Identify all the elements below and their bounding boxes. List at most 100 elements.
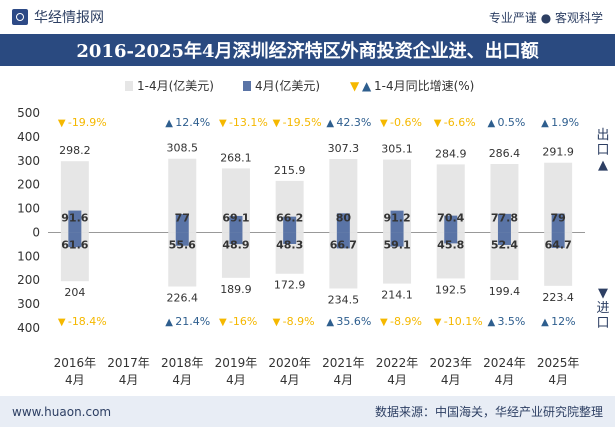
y-tick-label: 300: [17, 297, 40, 311]
import-growth-label: 3.5%: [497, 315, 525, 328]
export-month-label: 77: [175, 211, 190, 224]
export-month-label: 66.2: [276, 211, 303, 224]
import-month-label: 55.6: [169, 238, 196, 251]
import-growth-down-icon: ▼: [58, 317, 66, 328]
x-tick-label-month: 4月: [334, 373, 354, 387]
legend-marker-growth-up-icon: ▲: [362, 79, 372, 93]
export-month-label: 80: [336, 211, 352, 224]
y-tick-label: 500: [17, 106, 40, 120]
export-growth-up-icon: ▲: [541, 118, 549, 129]
export-cumulative-label: 305.1: [381, 143, 413, 156]
footer-source: 数据来源：中国海关，华经产业研究院整理: [374, 405, 603, 419]
import-month-bar: [175, 232, 189, 246]
import-month-bar: [336, 232, 350, 249]
import-growth-up-icon: ▲: [541, 317, 549, 328]
x-tick-label-year: 2024年: [483, 356, 526, 370]
export-month-bar: [336, 213, 350, 233]
import-growth-down-icon: ▼: [434, 317, 442, 328]
x-tick-label-year: 2017年: [107, 356, 150, 370]
import-month-bar: [283, 232, 297, 244]
export-cumulative-label: 307.3: [328, 142, 360, 155]
x-tick-label-year: 2019年: [215, 356, 258, 370]
export-growth-label: 1.9%: [551, 116, 579, 129]
footer: www.huaon.com 数据来源：中国海关，华经产业研究院整理: [0, 396, 615, 427]
x-tick-label-month: 4月: [226, 373, 246, 387]
x-tick-label-month: 4月: [387, 373, 407, 387]
y-tick-label: 300: [17, 154, 40, 168]
x-tick-label-year: 2025年: [537, 356, 580, 370]
export-month-bar: [497, 213, 511, 233]
export-cumulative-label: 268.1: [220, 151, 252, 164]
export-growth-label: -0.6%: [390, 116, 422, 129]
export-cumulative-label: 284.9: [435, 147, 467, 160]
import-month-bar: [390, 232, 404, 247]
export-growth-down-icon: ▼: [273, 118, 281, 129]
export-month-label: 77.8: [491, 211, 518, 224]
import-cumulative-label: 234.5: [328, 293, 360, 306]
import-growth-label: 12%: [551, 315, 575, 328]
footer-website: www.huaon.com: [12, 404, 112, 419]
import-month-label: 66.7: [330, 238, 357, 251]
import-cumulative-label: 199.4: [489, 285, 521, 298]
export-side-char-2: 口: [596, 143, 610, 158]
x-tick-label-year: 2018年: [161, 356, 204, 370]
y-tick-label: 0: [32, 225, 40, 239]
legend-label-growth: 1-4月同比增速(%): [374, 79, 474, 93]
x-tick-label-month: 4月: [280, 373, 300, 387]
export-cumulative-label: 298.2: [59, 144, 91, 157]
import-month-bar: [229, 232, 243, 245]
export-month-label: 69.1: [222, 211, 249, 224]
y-tick-label: 200: [17, 178, 40, 192]
import-side-char-1: 进: [596, 301, 610, 316]
import-month-label: 45.8: [437, 238, 464, 251]
export-month-label: 79: [550, 211, 565, 224]
import-cumulative-label: 223.4: [542, 291, 574, 304]
x-tick-label-year: 2023年: [429, 356, 472, 370]
import-growth-up-icon: ▲: [487, 317, 495, 328]
legend-marker-growth-down-icon: ▼: [350, 79, 360, 93]
import-growth-label: -18.4%: [68, 315, 107, 328]
export-growth-label: 12.4%: [175, 116, 210, 129]
export-growth-up-icon: ▲: [165, 118, 173, 129]
export-growth-down-icon: ▼: [380, 118, 388, 129]
import-month-label: 48.3: [276, 238, 303, 251]
export-growth-label: -6.6%: [444, 116, 476, 129]
y-tick-label: 100: [17, 202, 40, 216]
import-growth-up-icon: ▲: [326, 317, 334, 328]
import-cumulative-label: 204: [64, 286, 85, 299]
import-cumulative-label: 192.5: [435, 283, 467, 296]
import-growth-label: -8.9%: [390, 315, 422, 328]
import-month-bar: [444, 232, 458, 244]
export-growth-label: -19.5%: [283, 116, 322, 129]
brand: 华经情报网: [12, 7, 104, 27]
import-month-label: 61.6: [61, 238, 88, 251]
import-cumulative-label: 189.9: [220, 283, 252, 296]
x-tick-label-month: 4月: [441, 373, 461, 387]
import-growth-down-icon: ▼: [273, 317, 281, 328]
export-cumulative-label: 215.9: [274, 164, 306, 177]
export-growth-up-icon: ▲: [326, 118, 334, 129]
export-growth-down-icon: ▼: [434, 118, 442, 129]
import-growth-label: -10.1%: [444, 315, 483, 328]
brand-name: 华经情报网: [34, 10, 104, 26]
top-bar: 华经情报网 专业严谨 ● 客观科学: [0, 0, 615, 34]
export-month-bar: [283, 216, 297, 233]
y-tick-label: 400: [17, 321, 40, 335]
x-tick-label-year: 2020年: [268, 356, 311, 370]
x-tick-label-month: 4月: [172, 373, 192, 387]
export-growth-label: -13.1%: [229, 116, 268, 129]
legend-label-cumulative: 1-4月(亿美元): [137, 78, 214, 93]
x-tick-label-month: 4月: [548, 373, 568, 387]
import-cumulative-label: 226.4: [167, 292, 199, 305]
import-side-char-2: 口: [596, 316, 610, 331]
export-month-label: 70.4: [437, 211, 464, 224]
y-tick-label: 400: [17, 130, 40, 144]
import-growth-down-icon: ▼: [219, 317, 227, 328]
y-tick-label: 100: [17, 249, 40, 263]
export-month-bar: [444, 215, 458, 233]
x-tick-label-year: 2022年: [376, 356, 419, 370]
export-cumulative-label: 286.4: [489, 147, 521, 160]
export-month-bar: [390, 210, 404, 233]
brand-logo-icon: [12, 9, 28, 25]
